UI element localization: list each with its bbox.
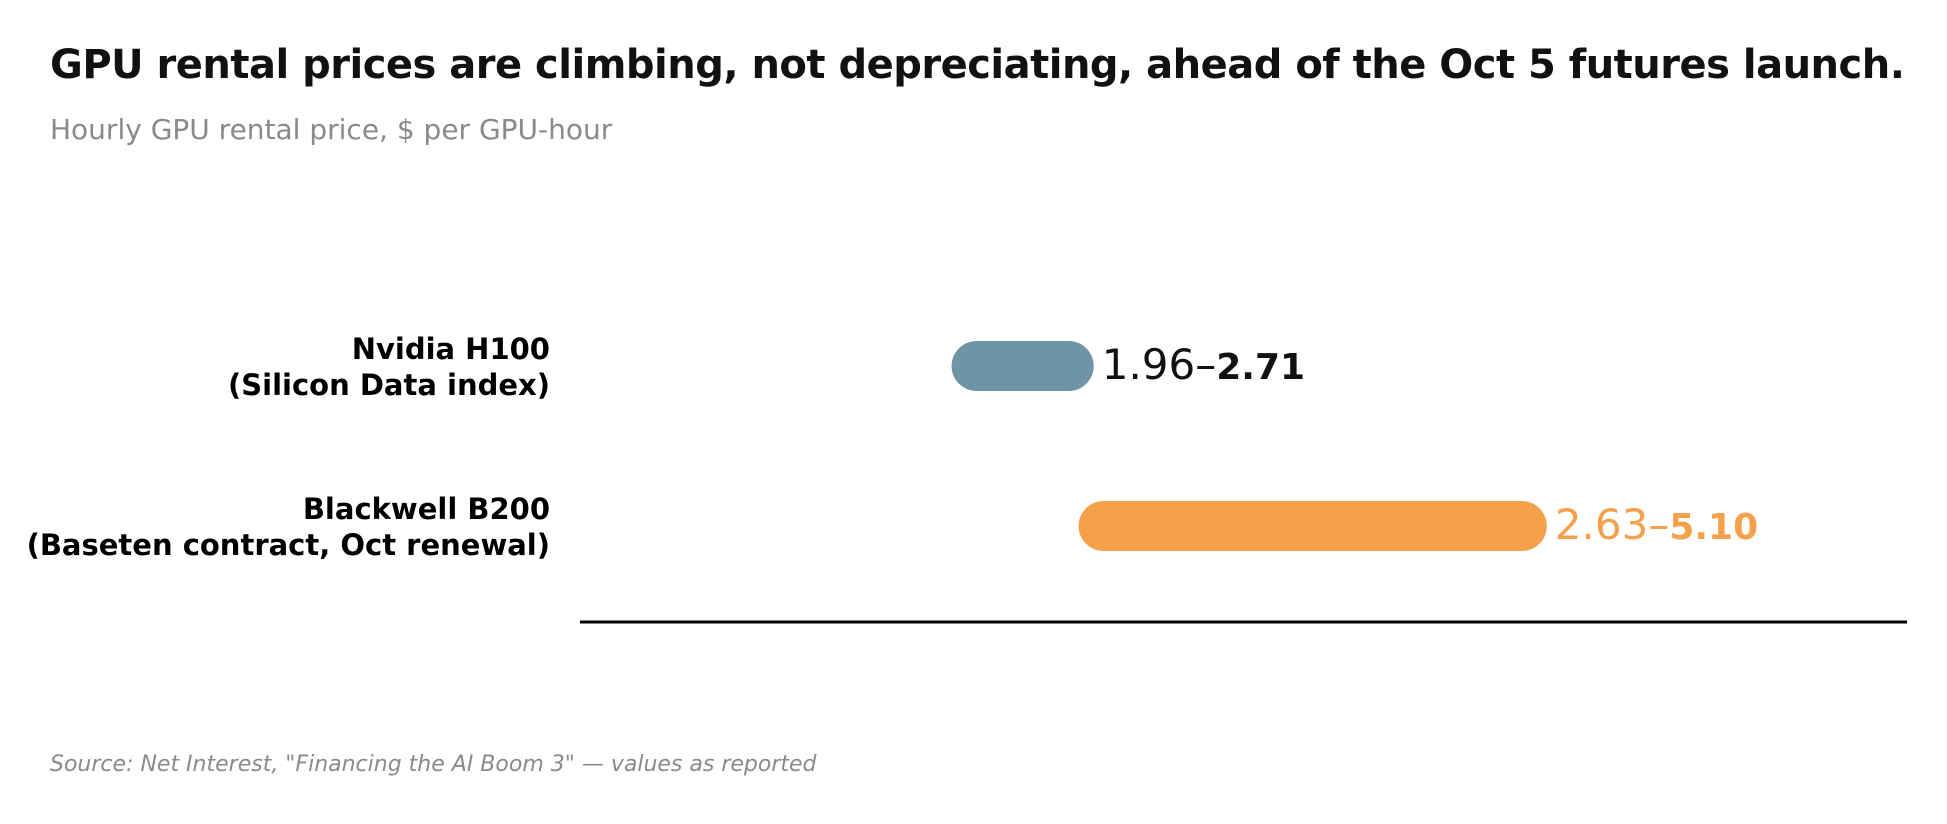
chart-row-h100: Nvidia H100(Silicon Data index) 1.96–2.71: [228, 332, 1305, 402]
range-low-value-b200: 2.63–: [1555, 500, 1670, 549]
category-label-h100-name: Nvidia H100: [352, 332, 550, 366]
category-label-b200-name: Blackwell B200: [303, 492, 550, 526]
chart-rows: Nvidia H100(Silicon Data index) 1.96–2.71…: [27, 332, 1759, 562]
range-bar-h100: [951, 341, 1094, 391]
source-note: Source: Net Interest, "Financing the AI …: [50, 752, 817, 777]
range-high-value-h100: 2.71: [1216, 347, 1305, 388]
range-high-value-b200: 5.10: [1669, 507, 1758, 548]
chart-row-b200: Blackwell B200(Baseten contract, Oct ren…: [27, 492, 1759, 562]
category-label-h100-source: (Silicon Data index): [228, 368, 550, 402]
range-value-label-b200: 2.63–5.10: [1555, 500, 1758, 549]
chart-subtitle: Hourly GPU rental price, $ per GPU-hour: [50, 113, 613, 146]
chart-title: GPU rental prices are climbing, not depr…: [50, 42, 1905, 88]
range-value-label-h100: 1.96–2.71: [1102, 340, 1305, 389]
range-bar-b200: [1078, 501, 1547, 551]
category-label-b200-source: (Baseten contract, Oct renewal): [27, 528, 550, 562]
range-low-value-h100: 1.96–: [1102, 340, 1217, 389]
